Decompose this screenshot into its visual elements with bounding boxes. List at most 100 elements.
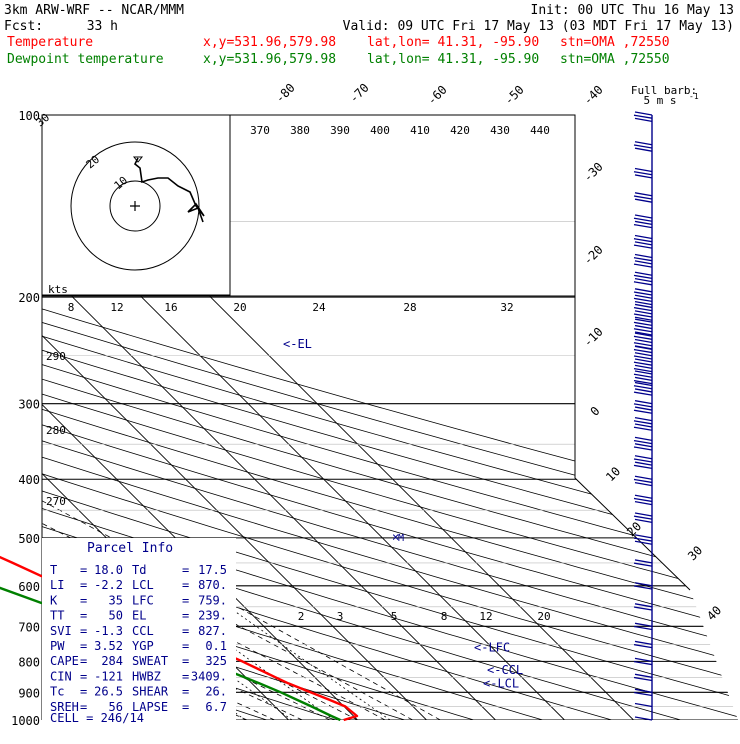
wind-barb-flag xyxy=(633,306,653,312)
wind-barb-flag xyxy=(633,361,653,366)
hodograph-speed-label: 12 xyxy=(110,301,123,314)
wind-barb-flag xyxy=(634,241,653,246)
level-marker-label: <-LCL xyxy=(483,676,519,690)
parcel-param-equals: = xyxy=(80,593,87,607)
wind-barb-flag xyxy=(633,144,653,149)
init-time: Init: 00 UTC Thu 16 May 13 xyxy=(531,3,735,18)
isotherm-label: -30 xyxy=(581,160,606,185)
wind-barb-flag xyxy=(634,288,653,293)
parcel-info-box: Parcel Info T = 18.0 Td = 17.5 LI = -2.2 LCL = 870.… xyxy=(42,538,236,725)
wind-barb-flag xyxy=(634,688,653,693)
theta-label: 290 xyxy=(46,350,66,363)
parcel-param-name: CCL xyxy=(132,624,154,638)
isotherm-label: 30 xyxy=(685,543,705,563)
parcel-info-background xyxy=(42,538,236,724)
wind-barb-flag xyxy=(633,321,653,327)
wind-barb-flag xyxy=(634,376,653,382)
wind-barb-flag xyxy=(633,114,653,119)
wind-barb-flag xyxy=(634,358,653,363)
pressure-tick-label: 500 xyxy=(18,532,40,546)
barb-legend-exponent: -1 xyxy=(689,92,699,101)
hodograph-marker xyxy=(132,156,144,163)
barb-legend-value: 5 m s xyxy=(643,94,676,107)
parcel-param-value: 3409. xyxy=(191,669,227,683)
wind-barb-flag xyxy=(633,171,653,176)
wind-barb-flag xyxy=(633,238,653,243)
wind-barb-flag xyxy=(634,111,653,116)
wind-barb-flag xyxy=(634,475,653,480)
wind-barb-flag xyxy=(633,478,653,484)
wind-barb-flag xyxy=(634,381,653,387)
parcel-param-equals: = xyxy=(182,578,189,592)
wind-barb-flag xyxy=(634,198,653,203)
pressure-tick-label: 400 xyxy=(18,473,40,487)
wind-barb-flag xyxy=(634,622,653,627)
parcel-param-name: LAPSE xyxy=(132,700,168,714)
hodograph-speed-label: 24 xyxy=(312,301,326,314)
isotherm-label: 0 xyxy=(588,404,603,419)
theta-label: 440 xyxy=(530,124,550,137)
temperature-profile xyxy=(0,555,359,722)
isotherm-label: -70 xyxy=(347,81,372,106)
parcel-param-name: LCL xyxy=(132,578,154,592)
mixing-ratio-label: 3 xyxy=(337,610,344,623)
parcel-param-name: LI xyxy=(50,578,64,592)
wind-barb-flag xyxy=(634,406,653,411)
level-marker-label: <-CCL xyxy=(487,663,523,677)
parcel-param-equals: = xyxy=(182,654,189,668)
wind-barb-flag xyxy=(634,512,653,517)
wind-barb-flag xyxy=(633,244,653,249)
parcel-info-title: Parcel Info xyxy=(87,541,173,556)
parcel-param-name: CIN xyxy=(50,669,72,683)
parcel-param-value: 35 xyxy=(109,593,123,607)
wind-barb-flag xyxy=(633,355,653,360)
pressure-tick-label: 600 xyxy=(18,580,40,594)
isotherm-label: -60 xyxy=(425,83,450,108)
wind-barb-flag xyxy=(633,426,653,431)
wind-barb-flag xyxy=(634,423,653,428)
theta-label: 390 xyxy=(330,124,350,137)
hodograph-trace xyxy=(133,157,205,223)
parcel-param-name: PW xyxy=(50,639,65,653)
parcel-param-name: SHEAR xyxy=(132,685,169,699)
dewpoint-profile xyxy=(0,586,341,722)
wind-barb-flag xyxy=(633,497,653,503)
dewpoint-legend-label: Dewpoint temperature xyxy=(7,52,164,67)
wind-barb-flag xyxy=(633,537,653,542)
wind-barb-flag xyxy=(634,640,653,646)
parcel-param-value: 3.52 xyxy=(94,639,123,653)
mixing-ratio-label: 8 xyxy=(441,610,448,623)
wind-barb-flag xyxy=(634,482,653,487)
wind-barb-flag xyxy=(634,443,653,448)
wind-barb-flag xyxy=(634,400,653,405)
wind-barb-flag xyxy=(633,606,653,611)
wind-barb-flag xyxy=(634,716,653,721)
parcel-param-equals: = xyxy=(80,654,87,668)
pressure-tick-label: 100 xyxy=(18,109,40,123)
hodograph-speed-label: 16 xyxy=(164,301,177,314)
parcel-param-equals: = xyxy=(80,685,87,699)
mixing-ratio-label: 2 xyxy=(298,610,305,623)
pressure-tick-label: 1000 xyxy=(11,714,40,728)
pressure-tick-label: 900 xyxy=(18,686,40,700)
isotherm-label: -40 xyxy=(581,83,606,108)
hodograph-center xyxy=(130,201,140,211)
parcel-param-equals: = xyxy=(182,609,189,623)
wind-barb-flag xyxy=(634,702,653,708)
wind-barbs xyxy=(633,111,653,721)
wind-barb-flag xyxy=(634,657,653,663)
temperature-legend-latlon: lat,lon= 41.31, -95.90 xyxy=(367,35,539,50)
parcel-param-equals: = xyxy=(80,563,87,577)
wind-barb-flag xyxy=(633,585,653,590)
isotherm-line xyxy=(42,115,427,720)
wind-barb-flag xyxy=(634,603,653,608)
isotherm-label: 10 xyxy=(603,464,623,484)
wind-barb-flag xyxy=(634,260,653,265)
wind-barb-flag xyxy=(634,277,653,283)
parcel-param-equals: = xyxy=(80,624,87,638)
forecast-hours: 33 h xyxy=(87,19,118,34)
parcel-param-value: 239. xyxy=(198,609,227,623)
level-marker-label: <-EL xyxy=(283,337,312,351)
temperature-legend-label: Temperature xyxy=(7,35,93,50)
